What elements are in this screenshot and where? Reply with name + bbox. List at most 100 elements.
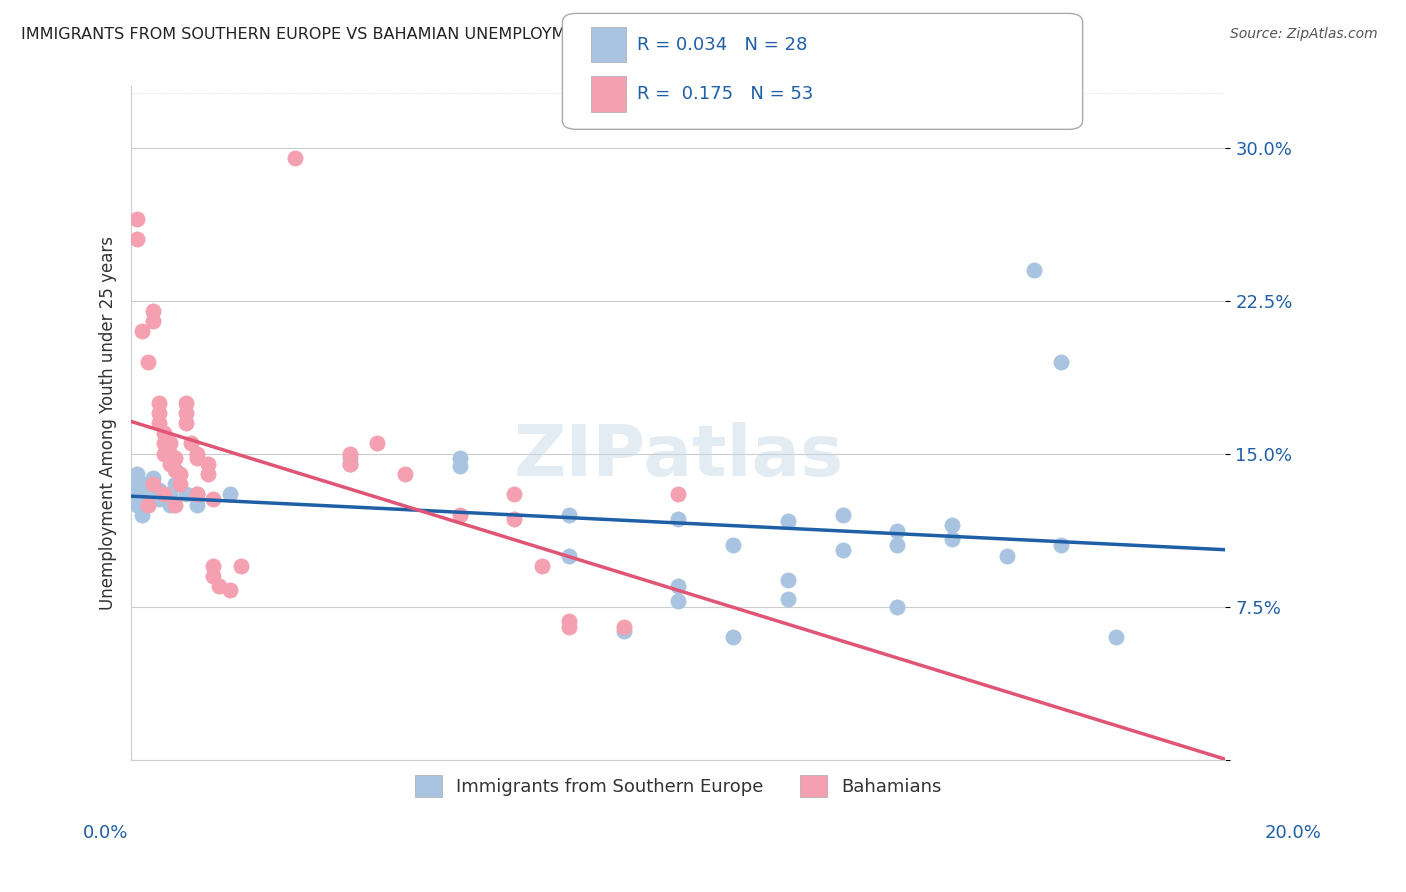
Point <box>159 498 181 512</box>
Point <box>186 447 208 461</box>
Point <box>180 436 202 450</box>
Point <box>886 599 908 614</box>
Point <box>186 487 208 501</box>
Point <box>558 508 581 522</box>
Text: ZIPatlas: ZIPatlas <box>513 422 844 491</box>
Point <box>197 457 219 471</box>
Point <box>159 436 181 450</box>
Point <box>202 569 225 583</box>
Point <box>148 483 170 498</box>
Point <box>558 549 581 563</box>
Point <box>163 463 186 477</box>
Point <box>142 303 165 318</box>
Point <box>174 406 197 420</box>
Y-axis label: Unemployment Among Youth under 25 years: Unemployment Among Youth under 25 years <box>100 236 117 610</box>
Point <box>339 450 361 465</box>
Point <box>1050 539 1073 553</box>
Point <box>1050 355 1073 369</box>
Point <box>339 447 361 461</box>
Point <box>776 591 799 606</box>
Point <box>503 512 526 526</box>
Point <box>197 467 219 481</box>
Point <box>186 487 208 501</box>
Point <box>449 508 471 522</box>
Point <box>136 498 159 512</box>
Point <box>394 467 416 481</box>
Point <box>218 583 240 598</box>
Point <box>202 558 225 573</box>
Point <box>995 549 1018 563</box>
Point <box>169 477 191 491</box>
Point <box>666 487 689 501</box>
Point <box>886 524 908 539</box>
Point <box>186 498 208 512</box>
Point <box>153 487 176 501</box>
Point <box>666 512 689 526</box>
Point <box>148 406 170 420</box>
Point <box>163 477 186 491</box>
Point <box>169 467 191 481</box>
Point <box>666 593 689 607</box>
Point <box>449 450 471 465</box>
Point <box>163 498 186 512</box>
Point <box>136 355 159 369</box>
Point <box>131 508 153 522</box>
Point <box>136 498 159 512</box>
Point <box>136 487 159 501</box>
Legend: Immigrants from Southern Europe, Bahamians: Immigrants from Southern Europe, Bahamia… <box>408 768 949 805</box>
Point <box>125 477 148 491</box>
Point <box>142 314 165 328</box>
Point <box>125 498 148 512</box>
Point <box>613 620 636 634</box>
Text: IMMIGRANTS FROM SOUTHERN EUROPE VS BAHAMIAN UNEMPLOYMENT AMONG YOUTH UNDER 25 YE: IMMIGRANTS FROM SOUTHERN EUROPE VS BAHAM… <box>21 27 1049 42</box>
Point <box>941 533 963 547</box>
Point <box>131 477 153 491</box>
Point <box>174 416 197 430</box>
Point <box>159 447 181 461</box>
Point <box>125 232 148 246</box>
Point <box>153 426 176 441</box>
Point <box>721 539 744 553</box>
Point <box>666 579 689 593</box>
Point <box>1105 630 1128 644</box>
Text: 20.0%: 20.0% <box>1265 824 1322 842</box>
Point <box>142 477 165 491</box>
Point <box>159 457 181 471</box>
Point <box>886 539 908 553</box>
Point <box>153 447 176 461</box>
Point <box>148 491 170 506</box>
Point <box>174 395 197 409</box>
Point <box>831 508 853 522</box>
Point <box>218 487 240 501</box>
Point <box>186 450 208 465</box>
Text: R =  0.175   N = 53: R = 0.175 N = 53 <box>637 85 813 103</box>
Point <box>148 395 170 409</box>
Point <box>721 630 744 644</box>
Point <box>131 324 153 338</box>
Point <box>148 416 170 430</box>
Point <box>366 436 388 450</box>
Point <box>142 471 165 485</box>
Text: R = 0.034   N = 28: R = 0.034 N = 28 <box>637 36 807 54</box>
Point <box>449 458 471 473</box>
Text: Source: ZipAtlas.com: Source: ZipAtlas.com <box>1230 27 1378 41</box>
Point <box>941 518 963 533</box>
Point <box>159 487 181 501</box>
Point <box>558 614 581 628</box>
Point <box>125 467 148 481</box>
Point <box>125 212 148 227</box>
Point <box>831 542 853 557</box>
Text: 0.0%: 0.0% <box>83 824 128 842</box>
Point <box>613 624 636 639</box>
Point <box>339 457 361 471</box>
Point <box>1022 263 1045 277</box>
Point <box>142 477 165 491</box>
Point <box>530 558 553 573</box>
Point <box>284 151 307 165</box>
Point <box>163 450 186 465</box>
Point <box>208 579 231 593</box>
Point <box>776 573 799 587</box>
Point <box>339 457 361 471</box>
Point <box>125 487 148 501</box>
Point <box>202 491 225 506</box>
